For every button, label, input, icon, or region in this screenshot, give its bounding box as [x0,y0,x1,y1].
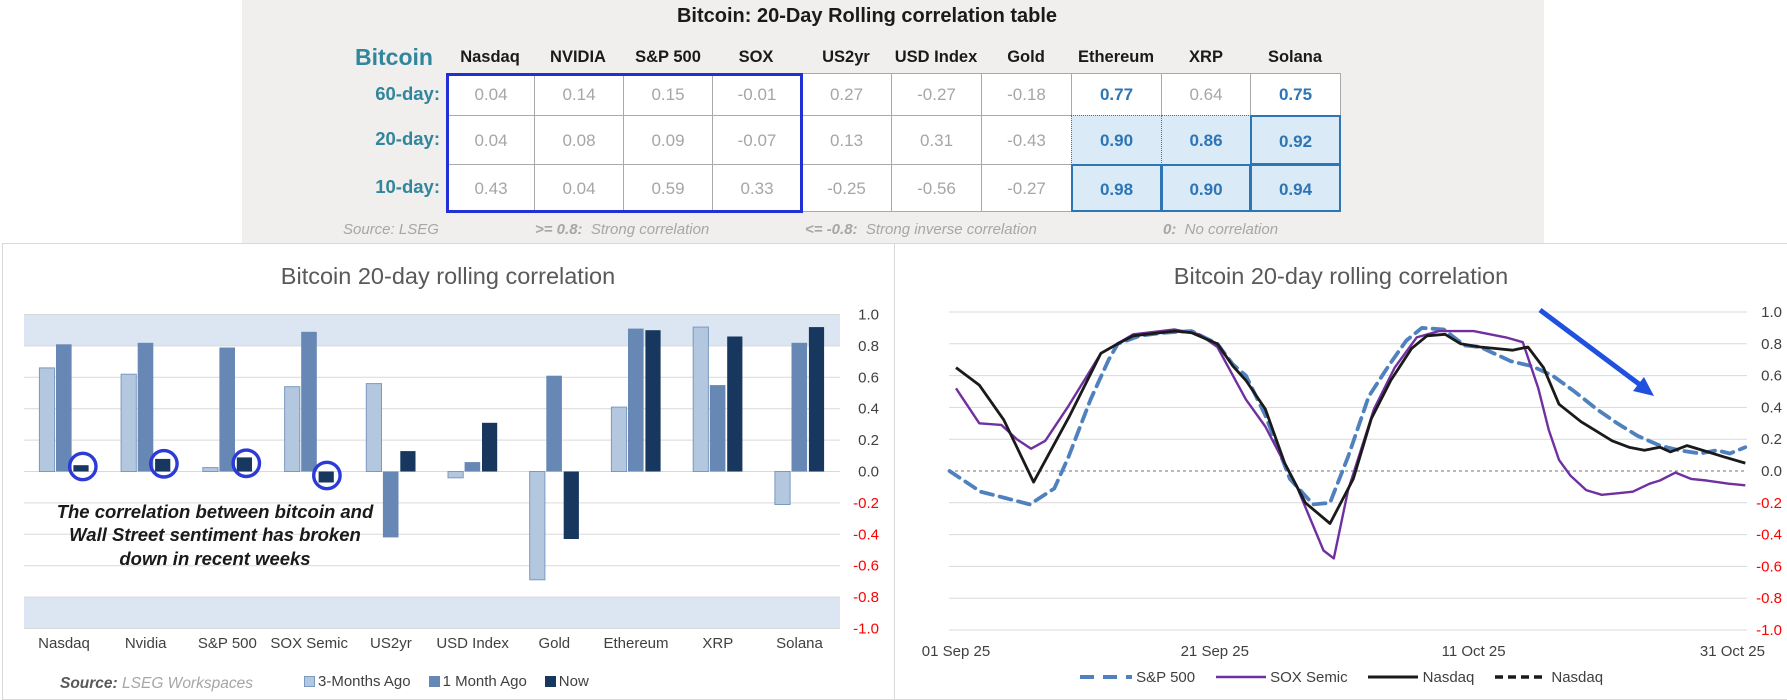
svg-text:S&P 500: S&P 500 [198,635,257,652]
svg-text:USD Index: USD Index [436,635,509,652]
svg-text:Ethereum: Ethereum [603,635,668,652]
svg-text:Solana: Solana [776,635,823,652]
svg-text:21 Sep 25: 21 Sep 25 [1181,643,1249,660]
svg-text:0.2: 0.2 [1761,431,1782,448]
svg-text:31 Oct 25: 31 Oct 25 [1700,643,1765,660]
svg-text:0.0: 0.0 [858,464,879,481]
svg-text:-0.4: -0.4 [1756,527,1782,544]
svg-text:-1.0: -1.0 [1756,622,1782,639]
svg-text:-0.6: -0.6 [853,558,879,575]
svg-text:-0.2: -0.2 [1756,495,1782,512]
svg-text:US2yr: US2yr [370,635,412,652]
svg-text:0.2: 0.2 [858,432,879,449]
svg-text:01 Sep 25: 01 Sep 25 [922,643,990,660]
svg-text:XRP: XRP [702,635,733,652]
svg-text:-0.8: -0.8 [1756,590,1782,607]
svg-text:-0.4: -0.4 [853,526,879,543]
svg-text:0.8: 0.8 [1761,336,1782,353]
svg-text:0.0: 0.0 [1761,463,1782,480]
svg-text:Nasdaq: Nasdaq [38,635,90,652]
svg-text:0.6: 0.6 [1761,368,1782,385]
svg-text:1.0: 1.0 [858,307,879,324]
svg-text:11 Oct 25: 11 Oct 25 [1442,643,1506,660]
svg-text:0.4: 0.4 [1761,399,1782,416]
svg-text:-1.0: -1.0 [853,621,879,638]
svg-text:Gold: Gold [538,635,570,652]
svg-text:-0.2: -0.2 [853,495,879,512]
svg-text:SOX Semic: SOX Semic [270,635,348,652]
svg-text:-0.6: -0.6 [1756,558,1782,575]
svg-text:-0.8: -0.8 [853,589,879,606]
svg-text:1.0: 1.0 [1761,304,1782,321]
svg-text:Nvidia: Nvidia [125,635,167,652]
svg-text:0.8: 0.8 [858,338,879,355]
svg-text:0.4: 0.4 [858,401,879,418]
svg-text:0.6: 0.6 [858,369,879,386]
